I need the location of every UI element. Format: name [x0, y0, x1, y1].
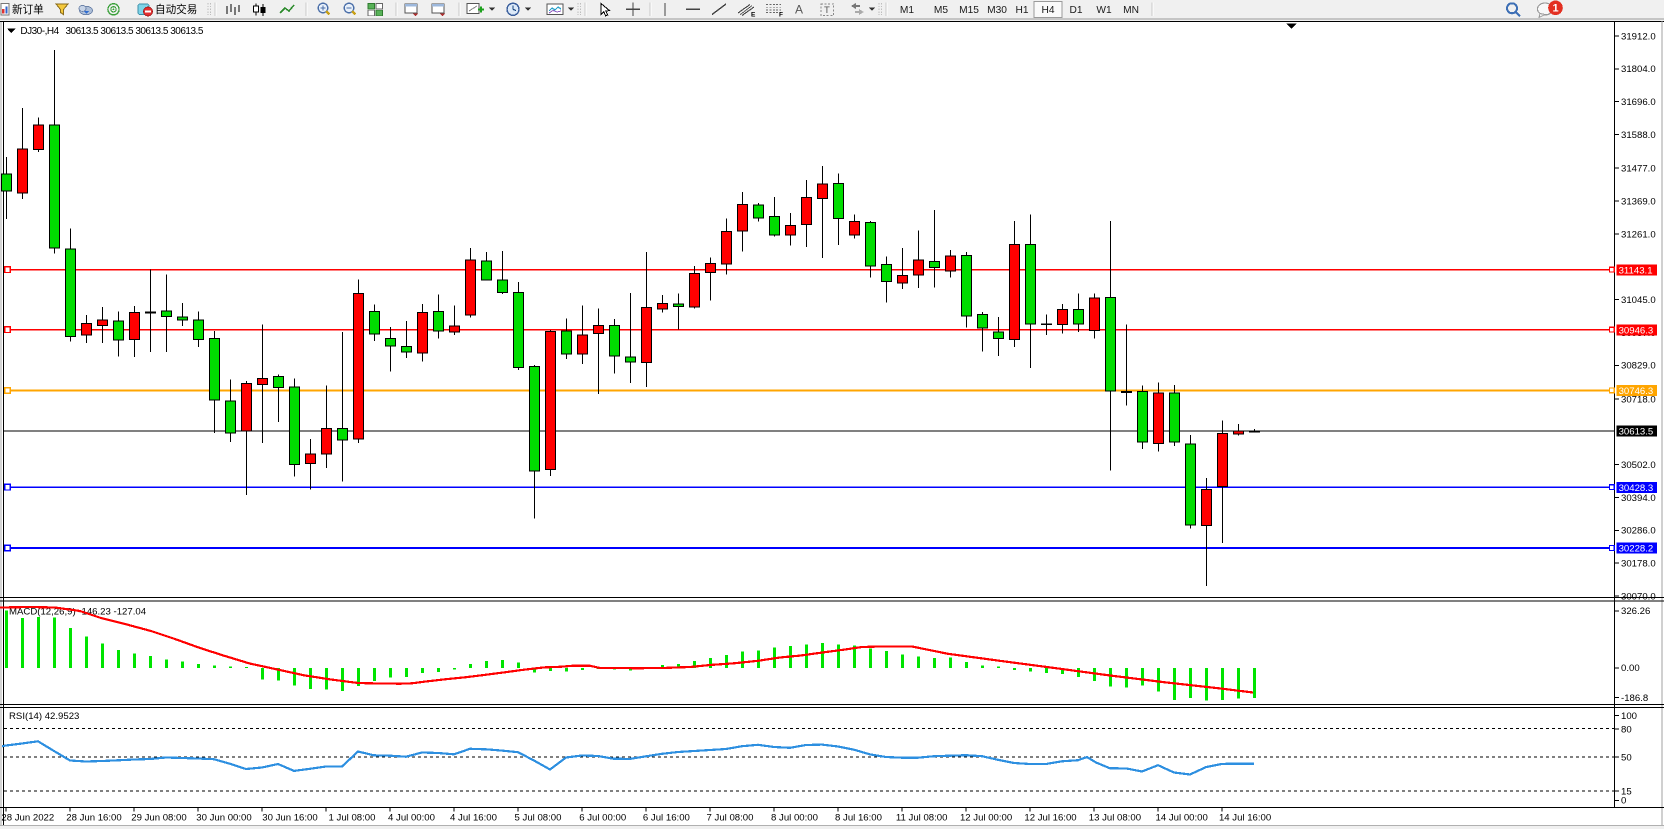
svg-text:50: 50: [1621, 753, 1632, 764]
svg-text:M5: M5: [934, 5, 948, 16]
svg-text:30502.0: 30502.0: [1621, 460, 1656, 471]
svg-text:31261.0: 31261.0: [1621, 229, 1656, 240]
svg-text:12 Jul 00:00: 12 Jul 00:00: [960, 813, 1012, 824]
svg-text:30718.0: 30718.0: [1621, 394, 1656, 405]
svg-text:新订单: 新订单: [12, 3, 44, 16]
svg-text:H1: H1: [1015, 5, 1028, 16]
svg-text:13 Jul 08:00: 13 Jul 08:00: [1089, 813, 1141, 824]
svg-text:0: 0: [1621, 796, 1626, 807]
svg-text:15: 15: [1621, 786, 1632, 797]
svg-text:30946.3: 30946.3: [1619, 325, 1654, 336]
svg-text:A: A: [795, 3, 803, 17]
svg-text:14 Jul 16:00: 14 Jul 16:00: [1219, 813, 1271, 824]
svg-text:5 Jul 08:00: 5 Jul 08:00: [515, 813, 562, 824]
svg-text:30829.0: 30829.0: [1621, 361, 1656, 372]
svg-text:31143.1: 31143.1: [1619, 265, 1653, 276]
svg-text:30 Jun 00:00: 30 Jun 00:00: [196, 813, 251, 824]
svg-text:30286.0: 30286.0: [1621, 526, 1656, 537]
svg-text:28 Jun 16:00: 28 Jun 16:00: [66, 813, 121, 824]
svg-text:W1: W1: [1096, 5, 1112, 16]
svg-text:8 Jul 16:00: 8 Jul 16:00: [835, 813, 882, 824]
svg-text:30228.2: 30228.2: [1619, 544, 1654, 555]
svg-text:30428.3: 30428.3: [1619, 483, 1654, 494]
svg-text:T: T: [824, 5, 830, 16]
svg-text:DJ30-,H4 30613.5 30613.5 306: DJ30-,H4 30613.5 30613.5 30613.5 30613.5: [20, 26, 203, 37]
svg-text:6 Jul 00:00: 6 Jul 00:00: [579, 813, 626, 824]
svg-text:7 Jul 08:00: 7 Jul 08:00: [707, 813, 754, 824]
svg-text:31696.0: 31696.0: [1621, 97, 1656, 108]
svg-text:RSI(14) 42.9523: RSI(14) 42.9523: [9, 711, 79, 722]
svg-text:30613.5: 30613.5: [1619, 427, 1654, 438]
svg-text:F: F: [779, 11, 783, 18]
svg-text:6 Jul 16:00: 6 Jul 16:00: [643, 813, 690, 824]
svg-text:1 Jul 08:00: 1 Jul 08:00: [329, 813, 376, 824]
svg-text:80: 80: [1621, 724, 1632, 735]
svg-text:D1: D1: [1069, 5, 1082, 16]
svg-text:E: E: [751, 11, 756, 18]
svg-text:100: 100: [1621, 711, 1637, 722]
svg-text:31588.0: 31588.0: [1621, 130, 1656, 141]
svg-text:4 Jul 16:00: 4 Jul 16:00: [450, 813, 497, 824]
svg-text:30 Jun 16:00: 30 Jun 16:00: [262, 813, 317, 824]
svg-text:30746.3: 30746.3: [1619, 386, 1654, 397]
svg-text:326.26: 326.26: [1621, 606, 1650, 617]
svg-text:0.00: 0.00: [1621, 663, 1640, 674]
svg-text:H4: H4: [1041, 5, 1054, 16]
svg-text:自动交易: 自动交易: [155, 3, 197, 16]
svg-text:14 Jul 00:00: 14 Jul 00:00: [1156, 813, 1208, 824]
svg-text:8 Jul 00:00: 8 Jul 00:00: [771, 813, 818, 824]
svg-text:MACD(12,26,9) -146.23 -127.04: MACD(12,26,9) -146.23 -127.04: [9, 607, 147, 618]
svg-text:30394.0: 30394.0: [1621, 493, 1656, 504]
svg-text:30178.0: 30178.0: [1621, 559, 1656, 570]
svg-text:1: 1: [1552, 3, 1558, 15]
svg-text:31369.0: 31369.0: [1621, 197, 1656, 208]
svg-text:31477.0: 31477.0: [1621, 164, 1656, 175]
svg-text:M15: M15: [959, 5, 979, 16]
svg-text:29 Jun 08:00: 29 Jun 08:00: [131, 813, 186, 824]
svg-text:28 Jun 2022: 28 Jun 2022: [1, 813, 54, 824]
svg-text:4 Jul 00:00: 4 Jul 00:00: [388, 813, 435, 824]
svg-text:31912.0: 31912.0: [1621, 31, 1656, 42]
svg-text:31045.0: 31045.0: [1621, 295, 1656, 306]
svg-text:31804.0: 31804.0: [1621, 64, 1656, 75]
svg-text:11 Jul 08:00: 11 Jul 08:00: [896, 813, 948, 824]
svg-text:12 Jul 16:00: 12 Jul 16:00: [1024, 813, 1076, 824]
svg-text:M1: M1: [900, 5, 914, 16]
svg-text:30070.0: 30070.0: [1621, 591, 1656, 602]
svg-text:MN: MN: [1123, 5, 1139, 16]
svg-text:-186.8: -186.8: [1621, 693, 1648, 704]
svg-text:M30: M30: [987, 5, 1007, 16]
